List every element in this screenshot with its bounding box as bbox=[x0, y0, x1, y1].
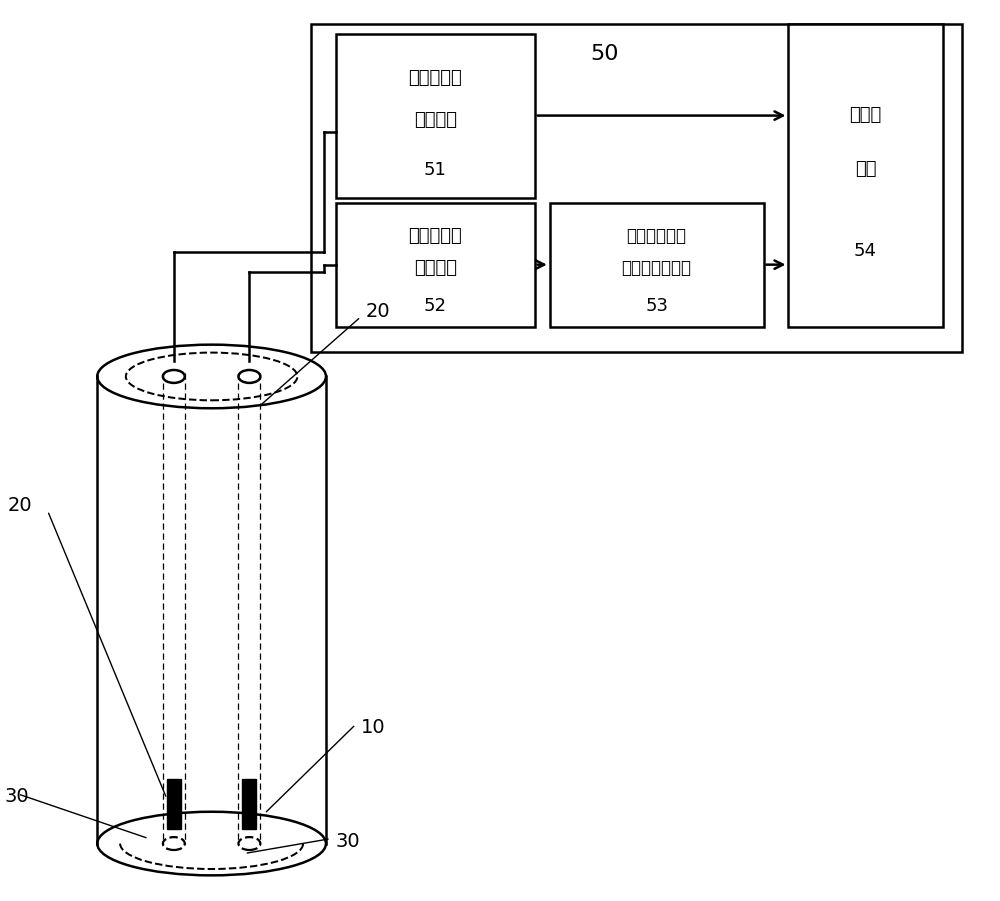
Text: 53: 53 bbox=[645, 296, 668, 314]
Text: 52: 52 bbox=[424, 296, 447, 314]
Bar bbox=[788, 23, 943, 327]
Bar bbox=[336, 203, 535, 327]
Text: 及模数转换电路: 及模数转换电路 bbox=[622, 259, 692, 278]
Bar bbox=[550, 203, 764, 327]
Text: 接收电路: 接收电路 bbox=[414, 259, 457, 278]
Text: 20: 20 bbox=[366, 303, 390, 322]
Text: 30: 30 bbox=[5, 787, 29, 806]
Bar bbox=[311, 23, 962, 351]
Text: 智能放大模块: 智能放大模块 bbox=[627, 227, 687, 245]
Bar bbox=[242, 779, 256, 829]
Bar bbox=[167, 779, 181, 829]
Text: 逻辑控: 逻辑控 bbox=[849, 105, 882, 123]
Text: 50: 50 bbox=[590, 43, 618, 64]
Text: 51: 51 bbox=[424, 160, 447, 178]
Text: 制器: 制器 bbox=[855, 160, 876, 178]
Text: 10: 10 bbox=[361, 718, 385, 737]
Bar bbox=[336, 33, 535, 197]
Text: 30: 30 bbox=[336, 833, 361, 851]
Text: 发射电路: 发射电路 bbox=[414, 112, 457, 130]
Text: 20: 20 bbox=[8, 496, 32, 515]
Text: 超声波信号: 超声波信号 bbox=[408, 68, 462, 86]
Text: 超声波信号: 超声波信号 bbox=[408, 227, 462, 245]
Text: 54: 54 bbox=[854, 242, 877, 260]
